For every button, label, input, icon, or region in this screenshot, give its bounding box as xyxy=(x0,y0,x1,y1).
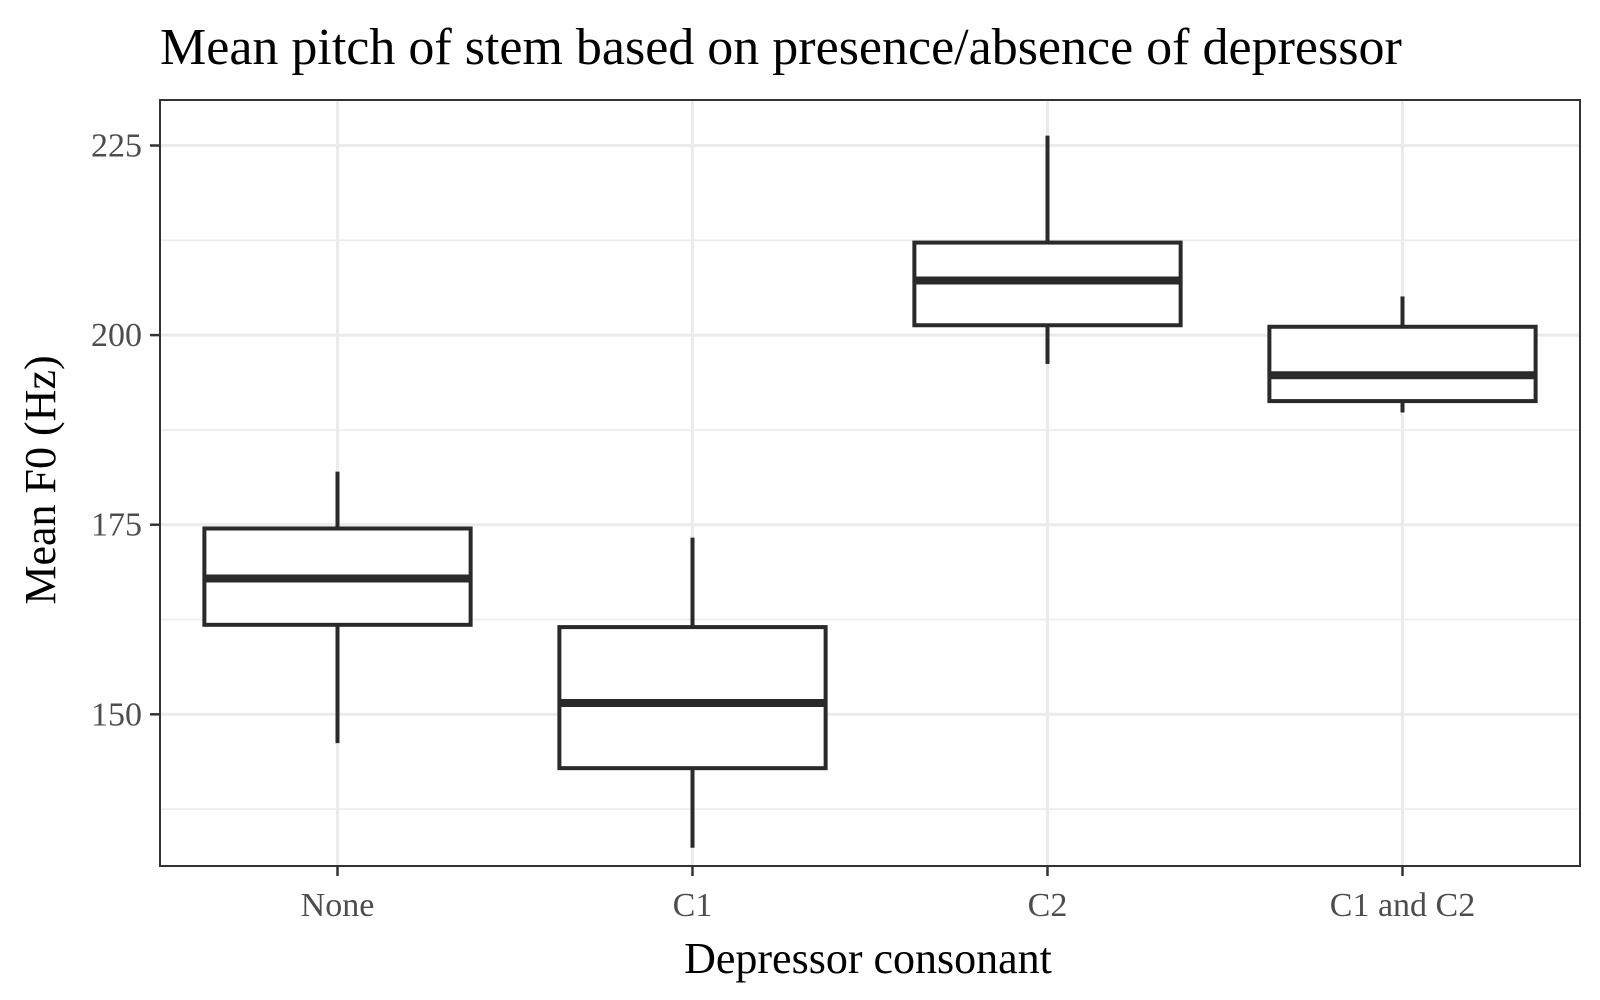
y-tick-label: 200 xyxy=(91,317,142,354)
y-tick-label: 175 xyxy=(91,507,142,544)
box-none xyxy=(202,471,473,744)
y-tick-label: 150 xyxy=(91,696,142,733)
grid-lines xyxy=(160,100,1580,866)
y-axis-title: Mean F0 (Hz) xyxy=(16,355,65,604)
box-series xyxy=(202,135,1538,848)
x-axis-title: Depressor consonant xyxy=(684,934,1052,983)
box-c2 xyxy=(912,135,1183,364)
x-tick-label: C1 and C2 xyxy=(1330,887,1475,924)
box-iqr xyxy=(1267,324,1538,404)
x-tick-label: C2 xyxy=(1028,887,1068,924)
x-tick-label: None xyxy=(301,887,375,924)
chart-title: Mean pitch of stem based on presence/abs… xyxy=(160,19,1402,76)
box-c1 xyxy=(557,537,828,848)
y-tick-label: 225 xyxy=(91,128,142,165)
box-iqr xyxy=(557,625,828,771)
axes: 150 175 200 225 None C1 C2 C1 and C2 xyxy=(91,128,1475,924)
plot-panel-border xyxy=(159,99,1581,867)
box-c1-and-c2 xyxy=(1267,296,1538,413)
x-tick-label: C1 xyxy=(673,887,713,924)
